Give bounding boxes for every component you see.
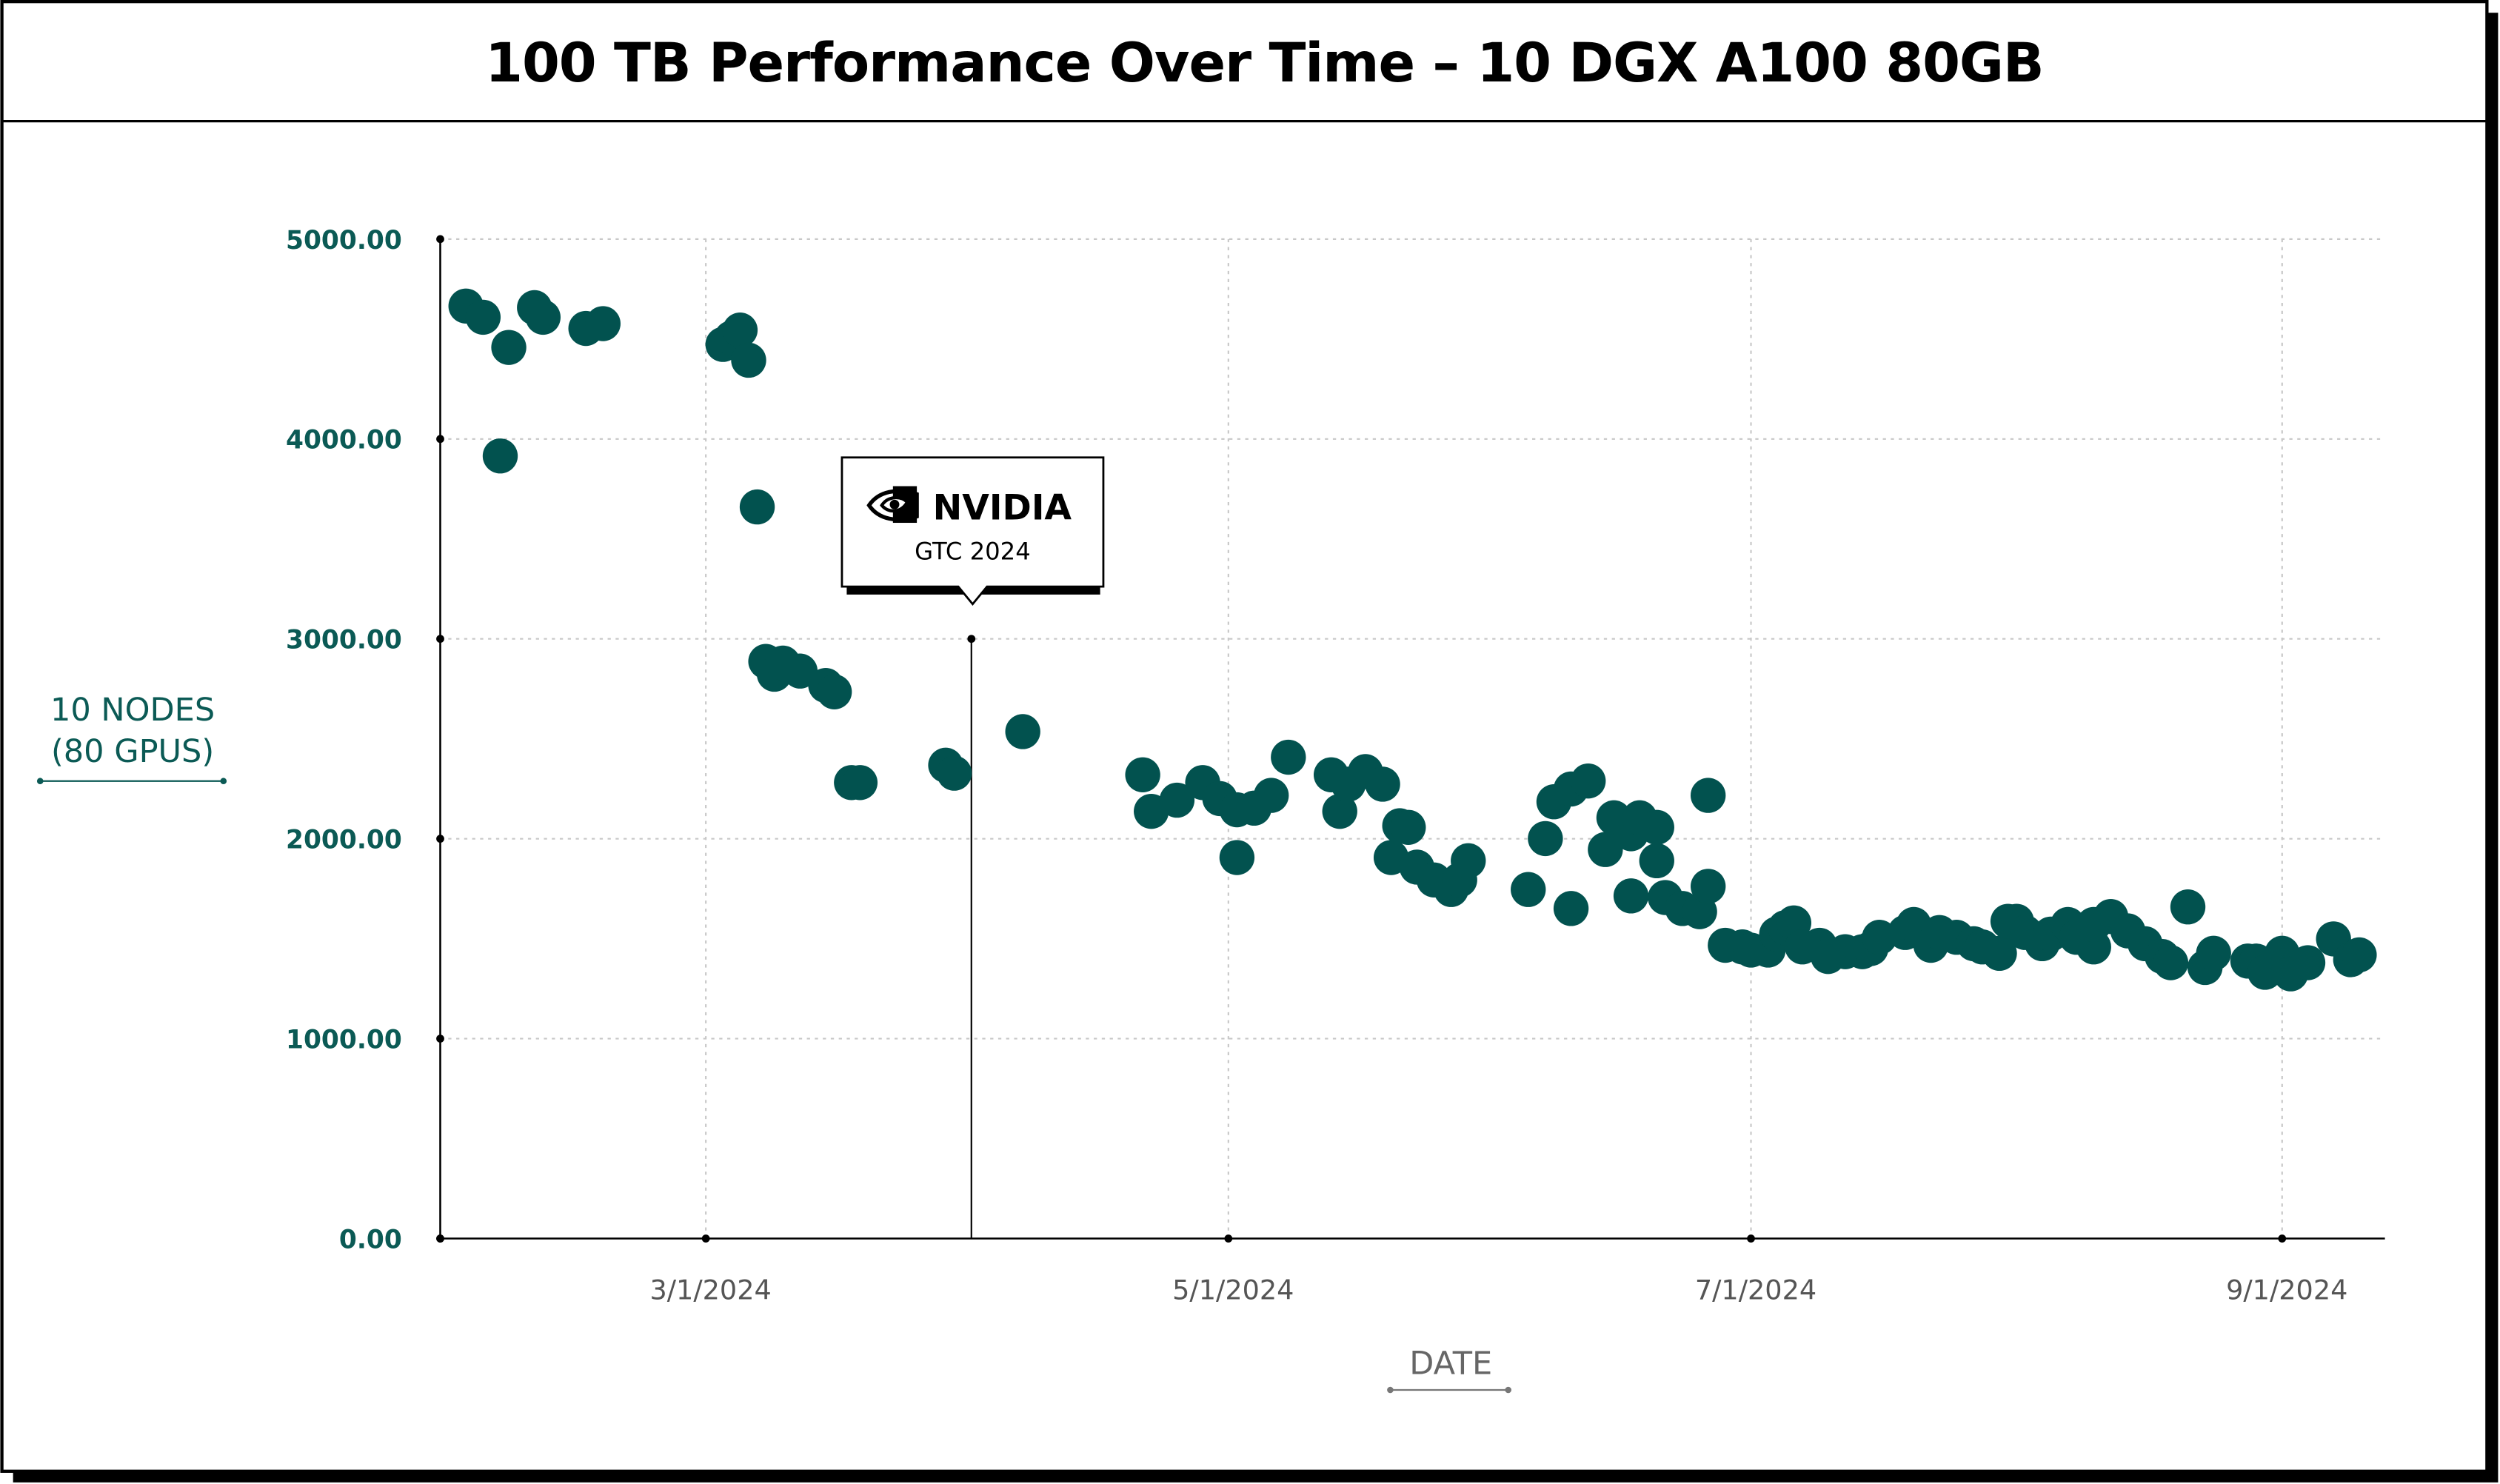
- data-point: [2196, 935, 2231, 972]
- data-point: [1322, 794, 1357, 829]
- y-tick-dot: [436, 435, 444, 444]
- data-point: [1451, 843, 1486, 879]
- data-point: [585, 306, 621, 341]
- x-ticks: 3/1/2024 5/1/2024 7/1/2024 9/1/2024: [436, 1234, 2347, 1306]
- data-point: [1613, 878, 1649, 914]
- data-point: [1553, 891, 1589, 926]
- data-point: [2342, 937, 2377, 973]
- x-tick-dot: [701, 1234, 710, 1243]
- x-tick-label: 7/1/2024: [1695, 1274, 1816, 1306]
- x-tick-label: 5/1/2024: [1172, 1274, 1294, 1306]
- data-point: [491, 330, 527, 365]
- data-point: [1639, 809, 1674, 845]
- gtc-marker-dot: [967, 635, 976, 644]
- x-axis-title-underline: [1387, 1386, 1512, 1394]
- nvidia-logo-text: NVIDIA: [933, 488, 1072, 529]
- y-axis-title-underline: [36, 778, 227, 785]
- data-point: [739, 489, 775, 525]
- y-tick-label: 5000.00: [286, 226, 402, 255]
- data-point: [936, 755, 972, 791]
- x-tick-dot: [2278, 1234, 2287, 1243]
- data-point: [816, 674, 852, 709]
- data-point: [1690, 778, 1726, 813]
- data-point: [525, 299, 561, 335]
- data-point: [731, 342, 766, 378]
- y-ticks: 0.00 1000.00 2000.00 3000.00 4000.00 5000.00: [286, 226, 444, 1254]
- y-tick-label: 0.00: [339, 1225, 402, 1254]
- data-point: [1588, 832, 1623, 867]
- x-tick-dot: [1747, 1234, 1755, 1243]
- y-axis-title-line1: 10 NODES: [50, 692, 215, 729]
- data-point: [1982, 935, 2017, 972]
- y-tick-dot: [436, 835, 444, 843]
- data-point: [2290, 945, 2326, 980]
- data-point: [1391, 809, 1426, 845]
- data-point: [2153, 945, 2189, 980]
- y-tick-label: 3000.00: [286, 626, 402, 655]
- data-point: [1639, 843, 1674, 879]
- origin-dot: [436, 1234, 444, 1243]
- data-points: [448, 288, 2377, 992]
- data-point: [482, 438, 518, 474]
- callout-box: [840, 456, 1105, 606]
- data-point: [1571, 763, 1606, 799]
- data-point: [1528, 820, 1563, 857]
- x-tick-label: 9/1/2024: [2226, 1274, 2347, 1306]
- y-tick-dot: [436, 235, 444, 244]
- x-tick-label: 3/1/2024: [649, 1274, 771, 1306]
- nvidia-eye-icon: [866, 486, 919, 524]
- data-point: [1219, 840, 1255, 875]
- data-point: [1125, 757, 1160, 792]
- data-point: [1005, 714, 1040, 749]
- y-axis-title-line2: (80 GPUS): [51, 733, 214, 770]
- chart-title: 100 TB Performance Over Time – 10 DGX A1…: [485, 32, 2044, 95]
- x-tick-dot: [1224, 1234, 1233, 1243]
- data-point: [1159, 782, 1195, 818]
- data-point: [465, 299, 501, 335]
- data-point: [1271, 739, 1306, 775]
- data-point: [1365, 766, 1400, 802]
- y-tick-dot: [436, 1035, 444, 1043]
- data-point: [1511, 872, 1546, 907]
- data-point: [2170, 889, 2206, 925]
- y-tick-label: 4000.00: [286, 426, 402, 455]
- data-point: [842, 765, 878, 801]
- y-tick-label: 1000.00: [286, 1025, 402, 1054]
- data-point: [722, 312, 758, 348]
- x-axis-title: DATE: [1409, 1345, 1492, 1382]
- y-tick-dot: [436, 635, 444, 644]
- gtc-annotation: NVIDIA GTC 2024: [840, 456, 1105, 1239]
- y-tick-label: 2000.00: [286, 826, 402, 855]
- data-point: [1253, 778, 1289, 813]
- data-point: [1690, 869, 1726, 904]
- gtc-label: GTC 2024: [915, 538, 1031, 566]
- data-point: [782, 653, 818, 689]
